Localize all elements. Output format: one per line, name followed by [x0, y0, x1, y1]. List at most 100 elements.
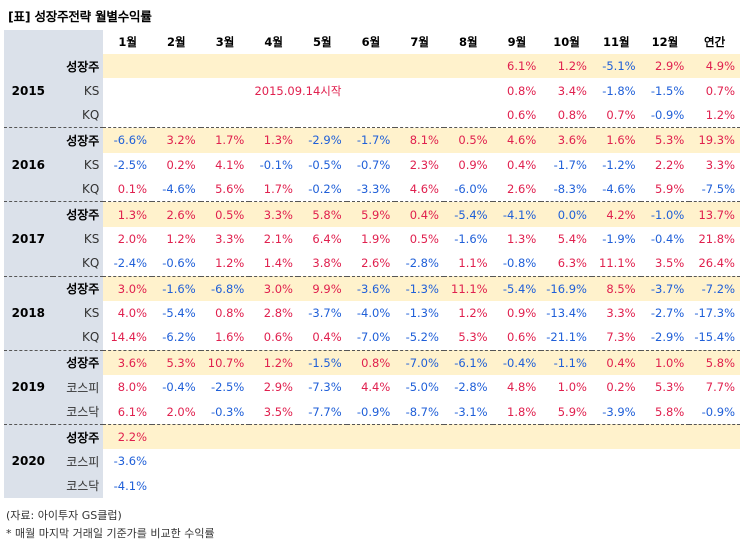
- value-cell: -4.1%: [113, 478, 147, 493]
- value-cell: -4.1%: [492, 201, 542, 227]
- value-cell: 0.6%: [263, 330, 293, 345]
- table-row: 2020 성장주 2.2%: [4, 423, 740, 499]
- value-cell: 2.0%: [117, 231, 147, 246]
- value-cell: 5.8%: [297, 201, 347, 227]
- returns-table: 1월 2월 3월 4월 5월 6월 7월 8월 9월 10월 11월 12월 연간 2015 성장주 6.1…: [4, 30, 740, 499]
- value-cell: -3.7%: [640, 275, 690, 301]
- value-cell: 3.3%: [705, 157, 735, 172]
- value-cell: 1.2%: [249, 349, 298, 376]
- value-cell: 1.0%: [557, 380, 587, 395]
- value-cell: -21.1%: [546, 330, 587, 345]
- value-cell: 1.3%: [507, 231, 537, 246]
- column-header: 9월: [492, 30, 542, 54]
- value-cell: -7.3%: [308, 380, 342, 395]
- row-label: 코스피: [52, 449, 104, 474]
- value-cell: 3.6%: [541, 127, 592, 153]
- empty-cell: [347, 449, 396, 473]
- value-cell: 0.8%: [346, 349, 396, 376]
- value-cell: 11.1%: [599, 256, 636, 271]
- value-cell: 3.8%: [312, 256, 342, 271]
- column-header: 12월: [640, 30, 690, 54]
- value-cell: 9.9%: [297, 275, 347, 301]
- value-cell: 1.7%: [263, 182, 293, 197]
- empty-cell: [201, 103, 250, 128]
- value-cell: -1.2%: [602, 157, 636, 172]
- value-cell: 1.8%: [507, 404, 537, 419]
- table-row: KQ 0.1% -4.6% 5.6% 1.7% -0.2% -3.3% 4.6% -6.0% 2.…: [4, 176, 740, 202]
- value-cell: 2.6%: [361, 256, 391, 271]
- empty-cell: [347, 103, 396, 128]
- empty-cell: [152, 474, 201, 498]
- value-cell: -4.6%: [162, 182, 196, 197]
- empty-cell: [444, 449, 493, 473]
- column-header: 11월: [591, 30, 641, 54]
- value-cell: 5.3%: [640, 127, 690, 153]
- table-row: 2018 성장주 3.0% -1.6% -6.8% 3.0% 9.9% -3.6% -1.3% 1…: [4, 275, 740, 351]
- value-cell: 1.6%: [591, 127, 641, 153]
- value-cell: -1.7%: [553, 157, 587, 172]
- empty-cell: [298, 449, 347, 473]
- value-cell: 4.2%: [591, 201, 641, 227]
- table-row: 코스닥 -4.1%: [4, 473, 740, 499]
- empty-cell: [200, 54, 250, 79]
- value-cell: 5.3%: [655, 380, 685, 395]
- value-cell: -6.1%: [443, 349, 493, 376]
- value-cell: 0.5%: [443, 127, 493, 153]
- empty-cell: [201, 474, 250, 498]
- value-cell: -13.4%: [546, 306, 587, 321]
- column-header: 3월: [200, 30, 250, 54]
- empty-cell: [443, 54, 493, 79]
- table-row: 코스피 -3.6%: [4, 449, 740, 474]
- value-cell: -2.9%: [650, 330, 685, 345]
- column-header: 8월: [443, 30, 493, 54]
- empty-cell: [591, 423, 641, 450]
- value-cell: -0.4%: [492, 349, 542, 376]
- value-cell: -0.4%: [650, 231, 685, 246]
- value-cell: -5.0%: [405, 380, 439, 395]
- value-cell: -1.8%: [602, 83, 636, 98]
- value-cell: -0.8%: [502, 256, 537, 271]
- value-cell: 3.0%: [103, 275, 152, 301]
- empty-cell: [592, 474, 641, 498]
- empty-cell: [641, 474, 690, 498]
- value-cell: 4.9%: [689, 54, 740, 79]
- value-cell: 3.5%: [263, 404, 293, 419]
- value-cell: 0.5%: [200, 201, 250, 227]
- value-cell: 26.4%: [698, 256, 735, 271]
- column-header: 10월: [541, 30, 592, 54]
- value-cell: 0.6%: [507, 330, 537, 345]
- value-cell: -6.8%: [200, 275, 250, 301]
- value-cell: 5.8%: [655, 404, 685, 419]
- value-cell: -8.3%: [553, 182, 587, 197]
- empty-cell: [541, 423, 592, 450]
- value-cell: -0.4%: [162, 380, 196, 395]
- column-header: 7월: [395, 30, 444, 54]
- empty-cell: [493, 474, 542, 498]
- empty-cell: [249, 423, 298, 450]
- value-cell: -2.7%: [650, 306, 685, 321]
- empty-cell: [249, 474, 298, 498]
- value-cell: 1.3%: [103, 201, 152, 227]
- value-cell: -1.6%: [152, 275, 201, 301]
- value-cell: -0.2%: [308, 182, 342, 197]
- value-cell: 4.8%: [507, 380, 537, 395]
- value-cell: 4.6%: [409, 182, 439, 197]
- column-header: 5월: [297, 30, 347, 54]
- row-label: 코스닥: [52, 473, 104, 499]
- empty-cell: [249, 449, 298, 473]
- value-cell: 1.2%: [541, 54, 592, 79]
- value-cell: -0.9%: [701, 404, 735, 419]
- value-cell: 6.3%: [557, 256, 587, 271]
- value-cell: 5.3%: [458, 330, 488, 345]
- value-cell: 0.2%: [606, 380, 636, 395]
- row-label: 성장주: [52, 423, 104, 450]
- year-label: 2020: [4, 423, 53, 499]
- row-label: KS: [52, 226, 104, 252]
- empty-cell: [347, 474, 396, 498]
- value-cell: 21.8%: [698, 231, 735, 246]
- value-cell: -3.7%: [308, 306, 342, 321]
- column-header: 4월: [249, 30, 298, 54]
- value-cell: -4.6%: [602, 182, 636, 197]
- value-cell: -0.1%: [259, 157, 293, 172]
- value-cell: 2.8%: [263, 306, 293, 321]
